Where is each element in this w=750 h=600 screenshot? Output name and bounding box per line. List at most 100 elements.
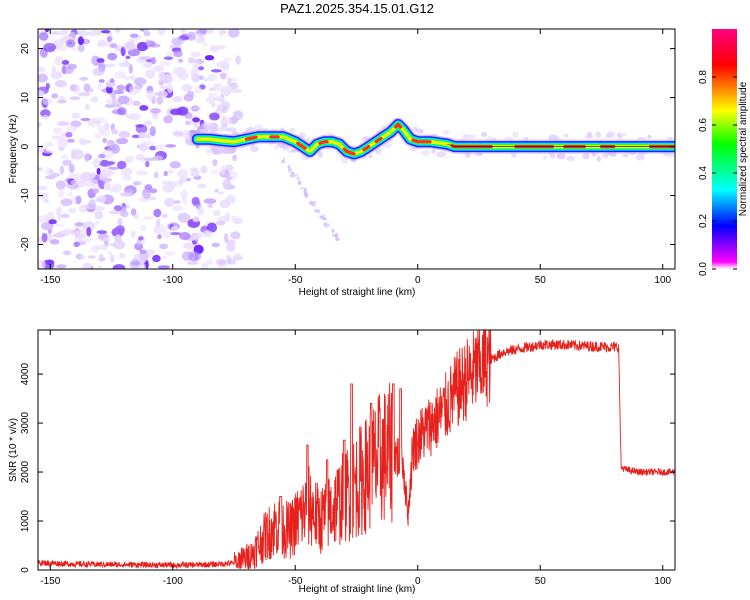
noise-blob — [77, 228, 90, 232]
noise-blob — [40, 109, 51, 118]
noise-blob — [142, 62, 153, 68]
noise-blob — [177, 58, 184, 63]
noise-blob — [194, 58, 200, 67]
noise-blob — [172, 200, 181, 204]
noise-blob — [226, 176, 233, 180]
noise-blob — [216, 258, 227, 266]
noise-blob — [38, 215, 50, 223]
noise-blob — [65, 39, 76, 48]
noise-blob — [87, 255, 96, 259]
halo-blob — [442, 130, 450, 135]
noise-blob — [117, 95, 130, 105]
noise-blob — [188, 57, 195, 64]
noise-blob — [231, 215, 238, 222]
noise-blob — [51, 65, 56, 73]
noise-blob — [96, 230, 108, 235]
noise-blob — [167, 83, 173, 94]
noise-blob — [111, 129, 118, 135]
noise-blob — [94, 133, 101, 139]
noise-blob — [162, 231, 172, 239]
noise-blob — [201, 77, 212, 82]
noise-blob — [38, 73, 48, 83]
noise-blob — [49, 169, 55, 176]
noise-blob — [134, 242, 144, 251]
colorbar-ticks: 0.0 0.2 0.4 0.6 0.8 — [698, 70, 737, 276]
noise-blob — [38, 122, 42, 128]
noise-blob — [84, 179, 94, 188]
snr-y-label: SNR (10 * v/v) — [8, 418, 19, 482]
noise-blob — [138, 236, 144, 241]
noise-blob — [198, 66, 205, 71]
noise-blob — [159, 85, 169, 89]
noise-blob — [143, 31, 151, 37]
noise-blob — [120, 192, 132, 197]
noise-blob — [182, 129, 191, 140]
noise-blob — [157, 265, 170, 269]
noise-blob — [169, 232, 182, 236]
trail-blob — [335, 237, 340, 241]
halo-blob — [557, 152, 566, 159]
noise-blob — [112, 240, 126, 250]
halo-blob — [417, 130, 424, 135]
noise-blob — [199, 35, 206, 43]
halo-blob — [595, 131, 602, 139]
noise-blob — [117, 160, 127, 170]
halo-blob — [602, 153, 609, 159]
trail-blob — [294, 173, 298, 178]
noise-blob — [96, 58, 105, 63]
halo-blob — [431, 150, 436, 154]
snr-x-label: Height of straight line (km) — [299, 584, 416, 595]
trail-blob — [280, 159, 286, 164]
noise-blob — [191, 106, 202, 110]
spectrogram-frame — [37, 28, 676, 270]
spectrogram-x-tick-label: 0 — [415, 275, 421, 286]
noise-blob — [123, 59, 129, 66]
noise-blob — [212, 159, 218, 167]
noise-blob — [202, 42, 208, 47]
noise-blob — [107, 166, 120, 170]
noise-blob — [138, 262, 146, 269]
noise-blob — [74, 222, 85, 227]
halo-blob — [596, 155, 602, 162]
noise-blob — [164, 197, 175, 207]
noise-blob — [122, 175, 132, 181]
halo-blob — [254, 124, 263, 129]
trail-blob — [335, 232, 339, 238]
noise-blob — [224, 164, 234, 172]
noise-blob — [232, 252, 242, 261]
halo-blob — [636, 136, 647, 141]
noise-blob — [185, 120, 192, 126]
noise-blob — [191, 196, 200, 206]
noise-blob — [151, 56, 156, 65]
noise-blob — [89, 172, 96, 179]
noise-blob — [38, 66, 46, 73]
snr-x-tick-label: 100 — [654, 576, 671, 587]
noise-blob — [221, 115, 227, 125]
noise-blob — [95, 244, 104, 250]
noise-blob — [148, 43, 161, 48]
track-hot-segment — [394, 122, 403, 129]
trail-blob — [321, 214, 326, 217]
noise-blob — [65, 131, 73, 138]
noise-blob — [224, 233, 229, 243]
snr-y-tick-label: 3000 — [20, 412, 31, 435]
spectrogram-x-ticks: -150 -100 -50 0 50 100 — [40, 29, 672, 286]
noise-blob — [130, 208, 137, 216]
noise-blob — [68, 191, 73, 197]
noise-blob — [88, 199, 96, 209]
halo-blob — [647, 134, 652, 139]
noise-blob — [98, 153, 106, 159]
noise-blob — [213, 82, 220, 90]
noise-blob — [123, 75, 133, 81]
noise-blob — [143, 120, 153, 126]
noise-blob — [211, 101, 216, 108]
noise-blob — [208, 92, 219, 97]
noise-blob — [149, 145, 157, 151]
spectrogram-y-tick-label: 0 — [20, 143, 31, 149]
snr-x-tick-label: -100 — [163, 576, 183, 587]
noise-blob — [73, 84, 81, 94]
noise-blob — [186, 261, 199, 265]
noise-blob — [62, 29, 70, 32]
noise-blob — [138, 132, 146, 139]
noise-blob — [182, 195, 188, 205]
